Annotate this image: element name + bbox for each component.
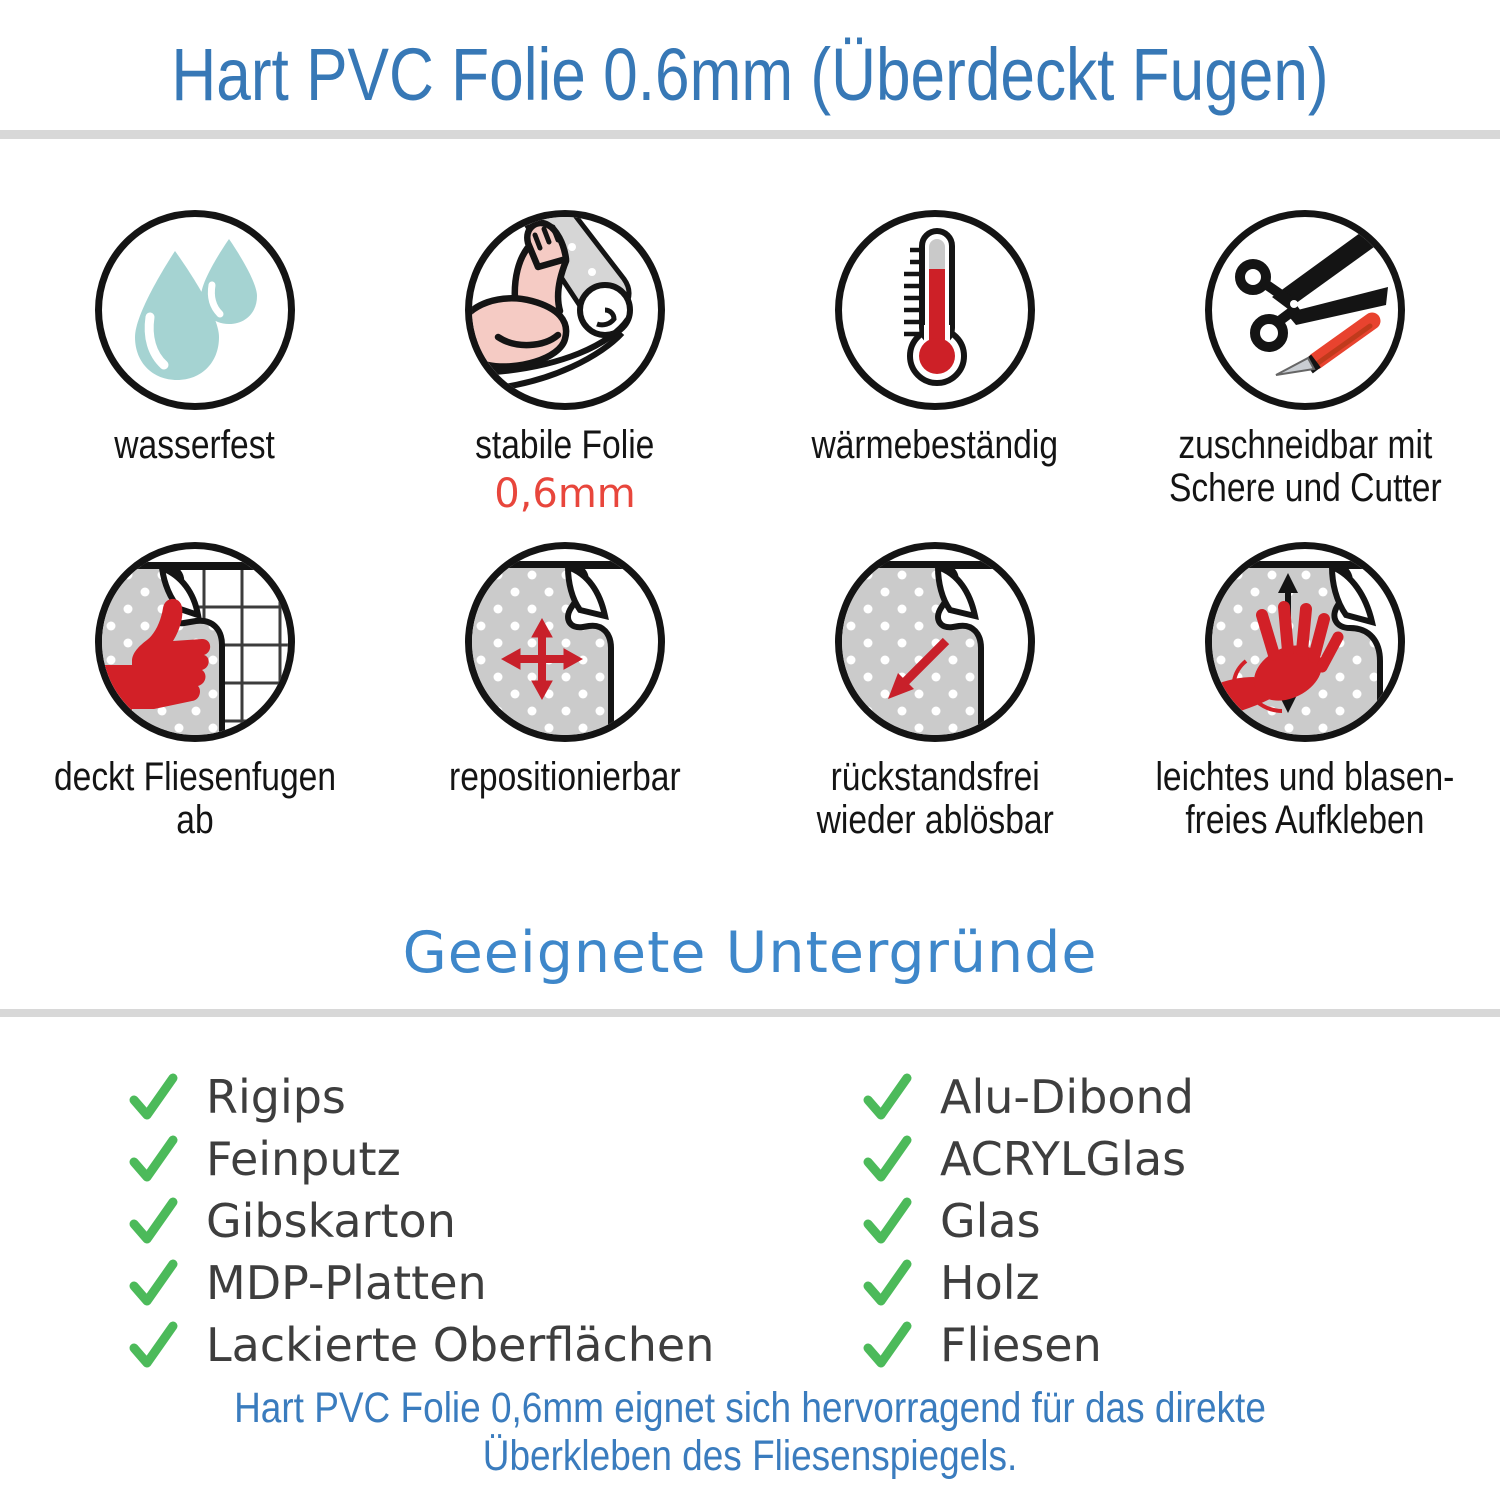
divider-bottom (0, 1009, 1500, 1017)
surfaces-heading: Geeignete Untergründe (402, 920, 1098, 986)
list-item: Holz (860, 1252, 1194, 1314)
feature-rueckstandsfrei: rückstandsfrei wieder ablösbar (750, 542, 1120, 874)
feature-wasserfest: wasserfest (10, 210, 380, 542)
feature-label: deckt Fliesenfugen ab (53, 755, 337, 843)
surfaces-list-left: Rigips Feinputz Gibskarton MDP-Platten L… (126, 1066, 714, 1376)
feature-label: wasserfest (114, 423, 276, 467)
feature-label: repositionierbar (449, 755, 681, 799)
list-item: MDP-Platten (126, 1252, 714, 1314)
list-item: Glas (860, 1190, 1194, 1252)
feature-blasenfreies-aufkleben: leichtes und blasen-freies Aufkleben (1120, 542, 1490, 874)
footer-note: Hart PVC Folie 0,6mm eignet sich hervorr… (234, 1384, 1266, 1481)
check-icon (129, 1073, 178, 1120)
check-icon (863, 1197, 912, 1244)
feature-label: rückstandsfrei wieder ablösbar (816, 755, 1054, 843)
hand-smoothing-foil-icon (1205, 542, 1405, 742)
check-icon (129, 1259, 178, 1306)
list-item: Feinputz (126, 1128, 714, 1190)
feature-zuschneidbar: zuschneidbar mit Schere und Cutter (1120, 210, 1490, 542)
list-item: ACRYLGlas (860, 1128, 1194, 1190)
move-arrows-foil-icon (465, 542, 665, 742)
feature-deckt-fliesenfugen: deckt Fliesenfugen ab (10, 542, 380, 874)
feature-label: zuschneidbar mit Schere und Cutter (1168, 423, 1442, 511)
thickness-label: 0,6mm (494, 471, 636, 518)
feature-label: leichtes und blasen-freies Aufkleben (1155, 755, 1455, 843)
page-title: Hart PVC Folie 0.6mm (Überdeckt Fugen) (171, 33, 1329, 116)
scissors-cutter-icon (1205, 210, 1405, 410)
feature-repositionierbar: repositionierbar (380, 542, 750, 874)
check-icon (863, 1135, 912, 1182)
check-icon (129, 1197, 178, 1244)
thumbs-up-tile-foil-icon (95, 542, 295, 742)
divider-top (0, 130, 1500, 139)
check-icon (129, 1135, 178, 1182)
feature-label: wärmebeständig (811, 423, 1059, 467)
feature-stabile-folie: stabile Folie 0,6mm (380, 210, 750, 542)
peel-off-arrow-foil-icon (835, 542, 1035, 742)
feature-waermebestaendig: wärmebeständig (750, 210, 1120, 542)
list-item: Alu-Dibond (860, 1066, 1194, 1128)
list-item: Fliesen (860, 1314, 1194, 1376)
check-icon (863, 1259, 912, 1306)
thermometer-icon (835, 210, 1035, 410)
check-icon (863, 1321, 912, 1368)
muscle-arm-foil-roll-icon (465, 210, 665, 410)
list-item: Gibskarton (126, 1190, 714, 1252)
check-icon (863, 1073, 912, 1120)
water-drops-icon (95, 210, 295, 410)
check-icon (129, 1321, 178, 1368)
feature-label: stabile Folie (475, 423, 655, 467)
list-item: Lackierte Oberflächen (126, 1314, 714, 1376)
surfaces-list-right: Alu-Dibond ACRYLGlas Glas Holz Fliesen (860, 1066, 1194, 1376)
list-item: Rigips (126, 1066, 714, 1128)
features-grid: wasserfest (10, 210, 1490, 874)
